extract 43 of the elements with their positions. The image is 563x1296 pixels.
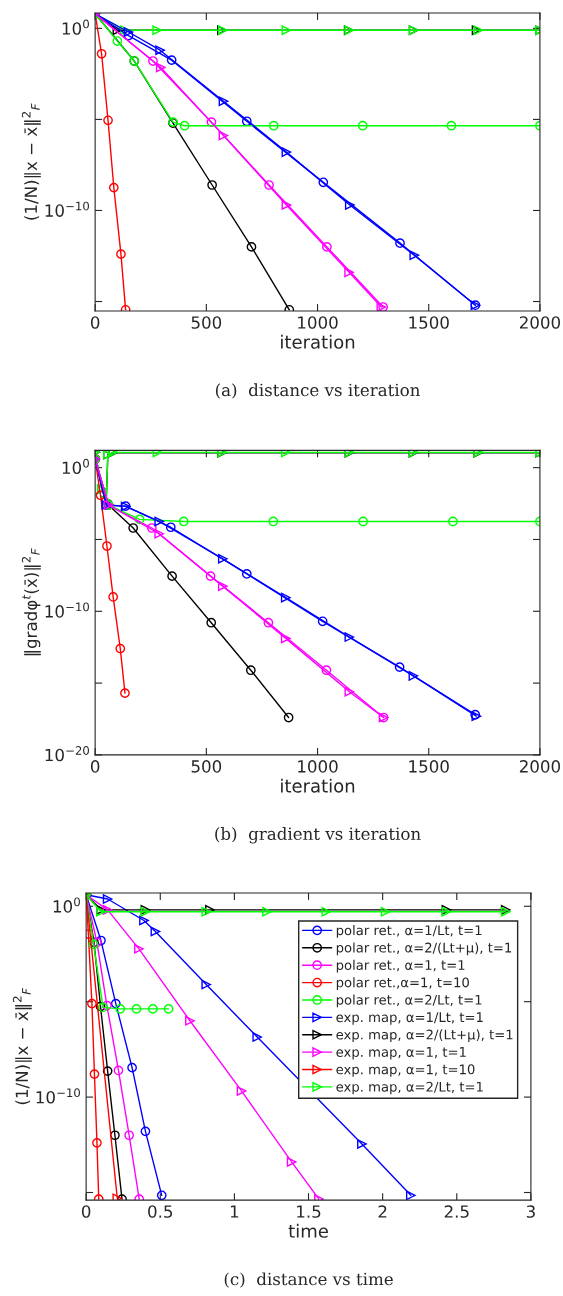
y-tick-label: 10$^{0}$ (62, 19, 89, 35)
legend-label: polar ret., α=2/Lt, t=1 (336, 994, 482, 1008)
y-axis-title: ‖gradφ$^{t}$(x̄)‖$^{2}$$_{F}$ (21, 548, 41, 656)
x-tick-label: 1500 (409, 316, 449, 329)
x-tick-label: 500 (191, 760, 222, 773)
x-tick-label: 1000 (298, 760, 338, 773)
legend-label: polar ret., α=2/(Lt+μ), t=1 (336, 942, 512, 956)
text: (a) distance vs iteration (215, 383, 420, 399)
legend-label: polar ret., α=1/Lt, t=1 (336, 925, 482, 938)
text: (b) gradient vs iteration (215, 827, 421, 844)
x-tick-label: 0 (81, 1205, 91, 1218)
legend-label: exp. map, α=2/(Lt+μ), t=1 (336, 1029, 513, 1043)
y-axis-title: (1/N)‖x − x̄‖$^{2}$$_{F}$ (21, 103, 41, 220)
x-axis-title: iteration (281, 334, 355, 349)
x-tick-label: 1000 (298, 316, 338, 329)
legend-label: polar ret., α=1, t=1 (336, 959, 465, 973)
x-tick-label: 0.5 (148, 1205, 173, 1218)
y-tick-label: 10$^{−20}$ (45, 746, 89, 762)
legend-label: exp. map, α=1, t=1 (336, 1047, 466, 1060)
text: (c) distance vs time (224, 1272, 393, 1288)
x-tick-label: 2 (378, 1205, 387, 1218)
y-tick-label: 10$^{0}$ (53, 897, 80, 913)
y-tick-label: 10$^{−10}$ (36, 1088, 80, 1104)
y-tick-label: 10$^{−10}$ (45, 602, 89, 618)
x-axis-title: iteration (281, 778, 355, 793)
x-tick-label: 1500 (409, 760, 449, 773)
legend-label: exp. map, α=2/Lt, t=1 (336, 1081, 483, 1095)
x-tick-label: 3 (526, 1205, 535, 1218)
x-tick-label: 0 (90, 760, 100, 773)
x-axis-title: time (288, 1223, 328, 1238)
y-tick-label: 10$^{0}$ (62, 458, 89, 475)
legend-label: exp. map, α=1/Lt, t=1 (336, 1012, 483, 1025)
x-tick-label: 1 (230, 1205, 239, 1218)
x-tick-label: 2.5 (444, 1205, 469, 1218)
x-tick-label: 1.5 (297, 1205, 321, 1218)
x-tick-label: 2000 (519, 316, 561, 329)
y-tick-label: 10$^{−10}$ (45, 201, 89, 217)
legend-label: exp. map, α=1, t=10 (336, 1064, 475, 1077)
x-tick-label: 2000 (519, 760, 561, 773)
x-tick-label: 0 (90, 316, 100, 329)
x-tick-label: 500 (191, 316, 222, 329)
y-axis-title: (1/N)‖x − x̄‖$^{2}$$_{F}$ (12, 987, 32, 1105)
legend-label: polar ret.,α=1, t=10 (336, 977, 469, 990)
